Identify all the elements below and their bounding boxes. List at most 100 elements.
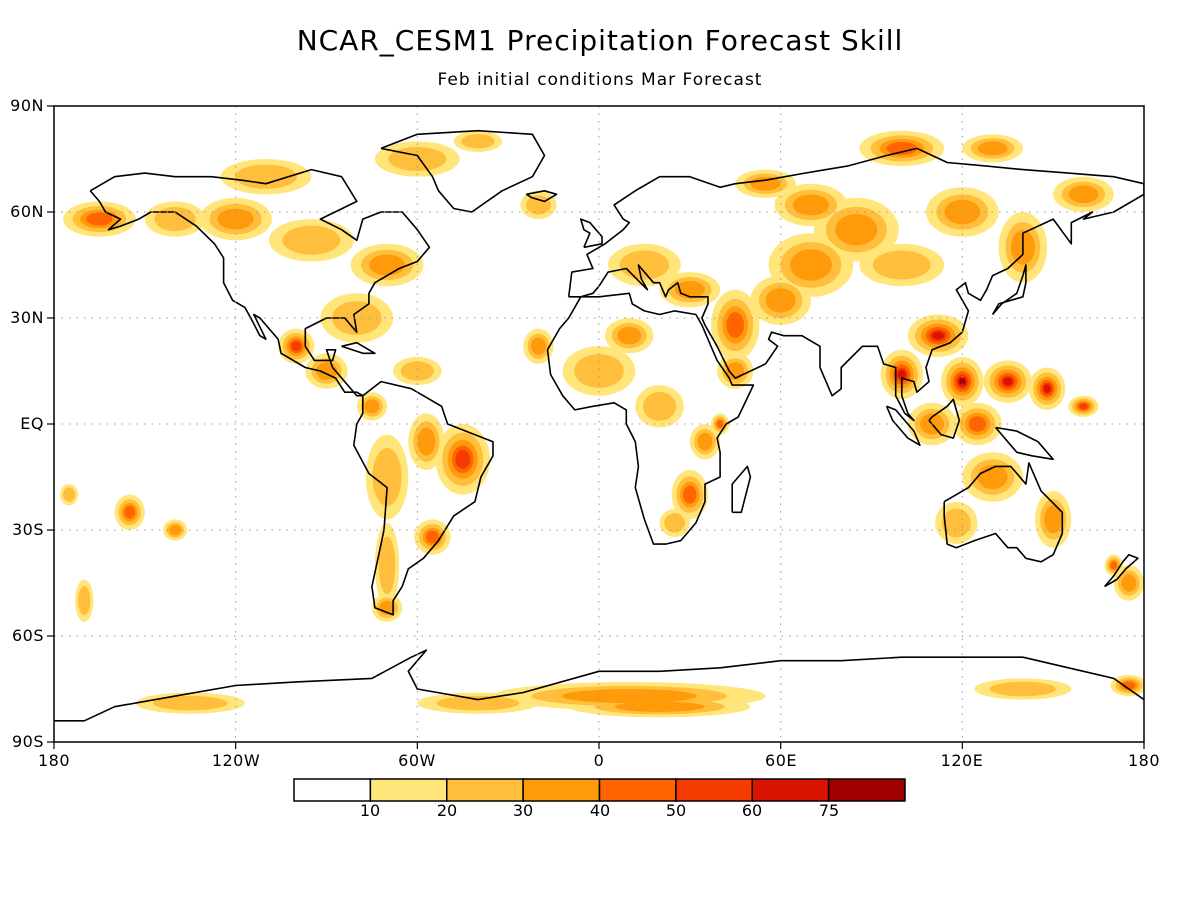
skill-contour-40 — [124, 505, 136, 519]
skill-contour-30 — [617, 326, 642, 345]
skill-contour-20 — [619, 250, 670, 280]
coastline-africa — [546, 292, 755, 545]
skill-contour-60 — [1043, 384, 1051, 393]
coastline-antarctica — [54, 649, 1144, 722]
coastline-eurasia — [567, 147, 1144, 422]
colorbar-label-10: 10 — [359, 801, 381, 820]
skill-contour-20 — [526, 195, 551, 215]
colorbar-swatch — [751, 778, 830, 802]
skill-contour-20 — [331, 301, 382, 335]
skill-contour-30 — [561, 689, 697, 704]
skill-contour-60 — [897, 369, 906, 380]
coastline-greenland — [380, 129, 546, 213]
skill-contour-50 — [455, 449, 471, 469]
coastline-north-america — [89, 168, 431, 397]
gridlines — [54, 106, 1144, 742]
chart-subtitle: Feb initial conditions Mar Forecast — [437, 70, 763, 90]
coastline-uk — [579, 218, 603, 249]
skill-contour-20 — [234, 164, 297, 189]
lat-label-30n: 30N — [10, 308, 44, 327]
coastline-cuba — [341, 341, 376, 355]
skill-contour-40 — [716, 420, 724, 428]
lat-label-eq: EQ — [20, 414, 44, 433]
skill-contour-30 — [1121, 574, 1137, 592]
skill-contour-20 — [62, 487, 76, 502]
skill-contour-75 — [959, 378, 966, 386]
coastlines — [54, 129, 1144, 722]
colorbar-label-50: 50 — [665, 801, 687, 820]
skill-contour-30 — [417, 427, 436, 456]
skill-contour-20 — [461, 134, 495, 149]
skill-contour-40 — [726, 312, 745, 338]
skill-contour-20 — [872, 250, 931, 280]
skill-contour-20 — [378, 536, 396, 595]
skill-contour-40 — [86, 212, 113, 226]
lat-label-90s: 90S — [11, 732, 44, 751]
lat-label-60n: 60N — [10, 202, 44, 221]
skill-contour-30 — [977, 141, 1008, 156]
skill-contour-20 — [436, 695, 520, 711]
skill-contour-50 — [291, 341, 302, 351]
coastline-borneo — [928, 398, 961, 439]
coastline-madagascar — [731, 465, 752, 514]
skill-contour-20 — [643, 391, 677, 421]
lon-label-0: 0 — [593, 751, 605, 770]
colorbar-swatch — [827, 778, 906, 802]
colorbar-swatch — [675, 778, 753, 802]
colorbar-swatch — [446, 778, 524, 802]
lon-label-60w: 60W — [398, 751, 436, 770]
skill-contour-30 — [530, 337, 546, 356]
skill-contour-20 — [941, 508, 971, 538]
skill-contour-30 — [835, 213, 878, 246]
skill-contour-20 — [282, 225, 341, 255]
lon-label-180e: 180 — [1127, 751, 1161, 770]
axis-ticks — [47, 105, 1145, 749]
skill-contour-30 — [369, 254, 406, 276]
coastline-south-america — [352, 380, 494, 616]
skill-contour-30 — [697, 432, 713, 451]
coastline-australia — [943, 462, 1064, 563]
skill-contour-30 — [1044, 505, 1063, 534]
skill-contour-20 — [574, 354, 624, 388]
skill-contour-30 — [765, 288, 796, 313]
skill-contour-30 — [750, 176, 781, 191]
skill-contour-20 — [664, 513, 686, 533]
skill-contour-40 — [1110, 561, 1118, 570]
skill-contour-30 — [614, 701, 705, 712]
skill-contour-50 — [1079, 403, 1088, 410]
colorbar-label-20: 20 — [436, 801, 458, 820]
lon-label-60e: 60E — [765, 751, 797, 770]
colorbar-label-75: 75 — [818, 801, 840, 820]
skill-contour-30 — [1068, 185, 1099, 204]
skill-contour-40 — [683, 485, 697, 504]
coastline-sumatra — [885, 405, 921, 447]
colorbar-label-30: 30 — [512, 801, 534, 820]
skill-field — [60, 130, 1144, 718]
colorbar-label-60: 60 — [741, 801, 763, 820]
skill-contour-20 — [372, 448, 402, 506]
lat-label-30s: 30S — [11, 520, 44, 539]
lat-label-90n: 90N — [10, 96, 44, 115]
colorbar — [293, 778, 906, 802]
skill-contour-20 — [989, 681, 1056, 697]
skill-contour-30 — [364, 399, 380, 414]
skill-contour-20 — [400, 361, 434, 381]
coastline-iceland — [525, 190, 558, 203]
skill-contour-20 — [153, 695, 228, 711]
lat-label-60s: 60S — [11, 626, 44, 645]
colorbar-swatch — [369, 778, 448, 802]
coastline-japan — [991, 264, 1027, 316]
colorbar-label-40: 40 — [589, 801, 611, 820]
skill-contour-20 — [78, 586, 91, 616]
lon-label-180w: 180 — [37, 751, 71, 770]
skill-contour-30 — [792, 194, 829, 216]
lon-label-120w: 120W — [211, 751, 261, 770]
skill-contour-60 — [932, 331, 944, 340]
colorbar-swatch — [598, 778, 677, 802]
skill-contour-30 — [789, 249, 832, 281]
colorbar-swatch — [293, 778, 372, 802]
skill-contour-60 — [1003, 377, 1013, 386]
lon-label-120e: 120E — [940, 751, 984, 770]
coastline-new-guinea — [994, 426, 1054, 461]
